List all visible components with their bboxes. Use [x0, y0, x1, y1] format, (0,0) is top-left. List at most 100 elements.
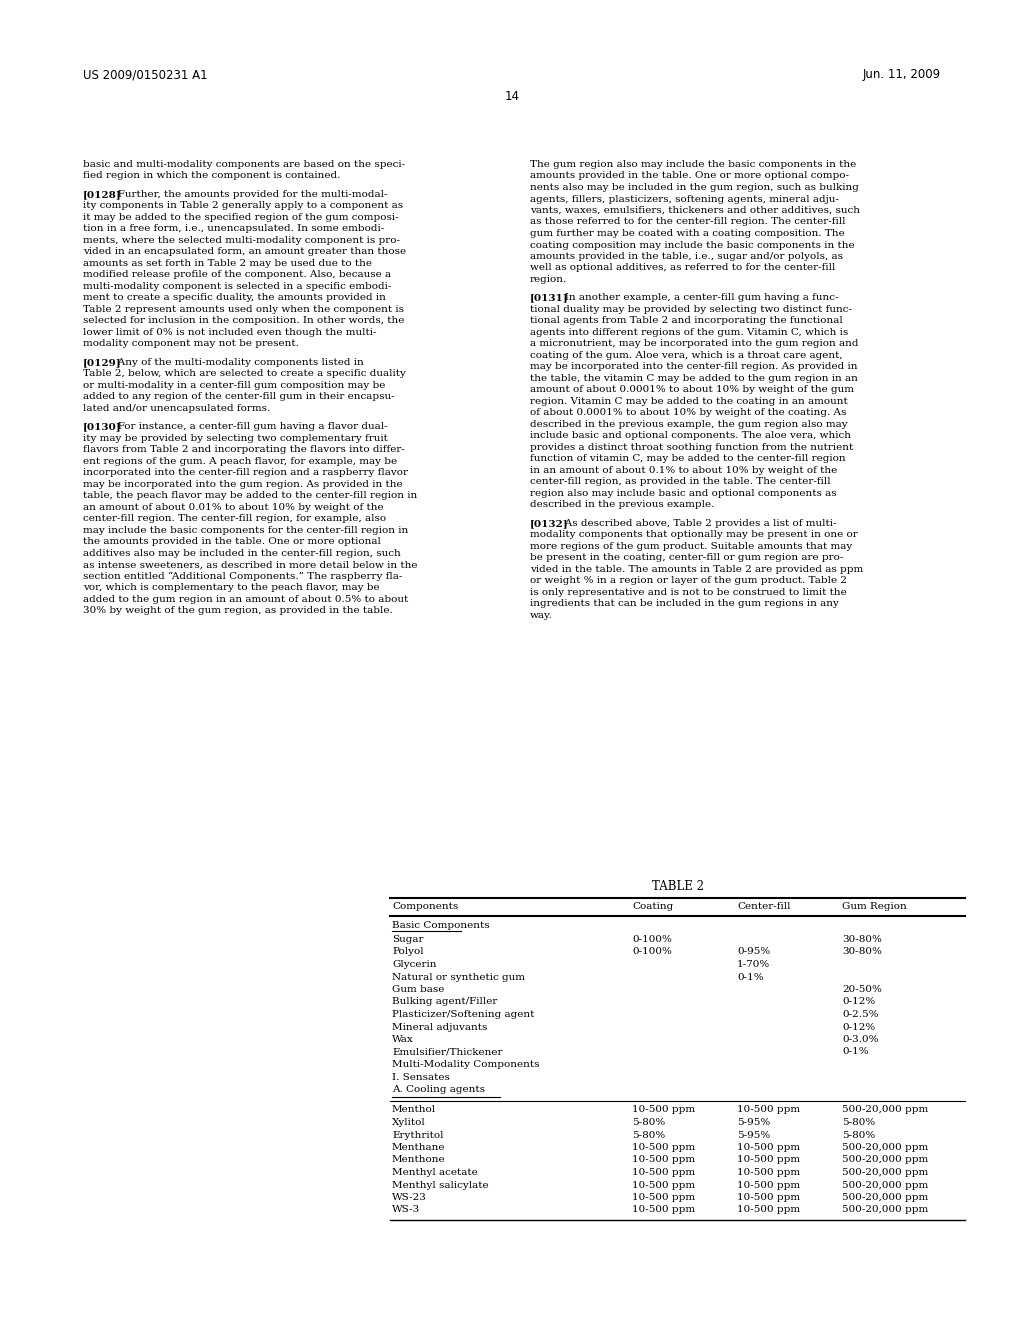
Text: modality component may not be present.: modality component may not be present. [83, 339, 299, 348]
Text: ments, where the selected multi-modality component is pro-: ments, where the selected multi-modality… [83, 236, 400, 246]
Text: WS-23: WS-23 [392, 1193, 427, 1203]
Text: Plasticizer/Softening agent: Plasticizer/Softening agent [392, 1010, 535, 1019]
Text: lower limit of 0% is not included even though the multi-: lower limit of 0% is not included even t… [83, 327, 377, 337]
Text: include basic and optional components. The aloe vera, which: include basic and optional components. T… [530, 432, 851, 441]
Text: region. Vitamin C may be added to the coating in an amount: region. Vitamin C may be added to the co… [530, 397, 848, 407]
Text: vants, waxes, emulsifiers, thickeners and other additives, such: vants, waxes, emulsifiers, thickeners an… [530, 206, 860, 215]
Text: 0-100%: 0-100% [632, 935, 672, 944]
Text: Wax: Wax [392, 1035, 414, 1044]
Text: an amount of about 0.01% to about 10% by weight of the: an amount of about 0.01% to about 10% by… [83, 503, 384, 512]
Text: 0-12%: 0-12% [842, 998, 876, 1006]
Text: or weight % in a region or layer of the gum product. Table 2: or weight % in a region or layer of the … [530, 577, 847, 585]
Text: 5-95%: 5-95% [737, 1130, 770, 1139]
Text: Mineral adjuvants: Mineral adjuvants [392, 1023, 487, 1031]
Text: 500-20,000 ppm: 500-20,000 ppm [842, 1143, 928, 1152]
Text: TABLE 2: TABLE 2 [651, 880, 703, 894]
Text: ity components in Table 2 generally apply to a component as: ity components in Table 2 generally appl… [83, 202, 403, 210]
Text: Any of the multi-modality components listed in: Any of the multi-modality components lis… [109, 358, 364, 367]
Text: For instance, a center-fill gum having a flavor dual-: For instance, a center-fill gum having a… [109, 422, 388, 432]
Text: provides a distinct throat soothing function from the nutrient: provides a distinct throat soothing func… [530, 444, 853, 451]
Text: incorporated into the center-fill region and a raspberry flavor: incorporated into the center-fill region… [83, 469, 408, 478]
Text: added to the gum region in an amount of about 0.5% to about: added to the gum region in an amount of … [83, 595, 409, 603]
Text: Table 2 represent amounts used only when the component is: Table 2 represent amounts used only when… [83, 305, 404, 314]
Text: is only representative and is not to be construed to limit the: is only representative and is not to be … [530, 587, 847, 597]
Text: 0-1%: 0-1% [737, 973, 764, 982]
Text: it may be added to the specified region of the gum composi-: it may be added to the specified region … [83, 213, 398, 222]
Text: 14: 14 [505, 90, 519, 103]
Text: [0128]: [0128] [83, 190, 122, 199]
Text: amounts as set forth in Table 2 may be used due to the: amounts as set forth in Table 2 may be u… [83, 259, 372, 268]
Text: Natural or synthetic gum: Natural or synthetic gum [392, 973, 525, 982]
Text: selected for inclusion in the composition. In other words, the: selected for inclusion in the compositio… [83, 317, 404, 326]
Text: multi-modality component is selected in a specific embodi-: multi-modality component is selected in … [83, 282, 391, 290]
Text: In another example, a center-fill gum having a func-: In another example, a center-fill gum ha… [555, 293, 839, 302]
Text: 10-500 ppm: 10-500 ppm [737, 1205, 800, 1214]
Text: Jun. 11, 2009: Jun. 11, 2009 [863, 69, 941, 81]
Text: 500-20,000 ppm: 500-20,000 ppm [842, 1205, 928, 1214]
Text: Gum base: Gum base [392, 985, 444, 994]
Text: 500-20,000 ppm: 500-20,000 ppm [842, 1180, 928, 1189]
Text: 20-50%: 20-50% [842, 985, 882, 994]
Text: Menthane: Menthane [392, 1143, 445, 1152]
Text: I. Sensates: I. Sensates [392, 1072, 450, 1081]
Text: way.: way. [530, 611, 553, 620]
Text: WS-3: WS-3 [392, 1205, 420, 1214]
Text: modified release profile of the component. Also, because a: modified release profile of the componen… [83, 271, 391, 280]
Text: as those referred to for the center-fill region. The center-fill: as those referred to for the center-fill… [530, 218, 846, 227]
Text: Multi-Modality Components: Multi-Modality Components [392, 1060, 540, 1069]
Text: Emulsifier/Thickener: Emulsifier/Thickener [392, 1048, 503, 1056]
Text: region also may include basic and optional components as: region also may include basic and option… [530, 488, 837, 498]
Text: be present in the coating, center-fill or gum region are pro-: be present in the coating, center-fill o… [530, 553, 844, 562]
Text: 500-20,000 ppm: 500-20,000 ppm [842, 1168, 928, 1177]
Text: Basic Components: Basic Components [392, 921, 489, 931]
Text: fied region in which the component is contained.: fied region in which the component is co… [83, 172, 340, 181]
Text: As described above, Table 2 provides a list of multi-: As described above, Table 2 provides a l… [555, 519, 837, 528]
Text: well as optional additives, as referred to for the center-fill: well as optional additives, as referred … [530, 264, 836, 272]
Text: Bulking agent/Filler: Bulking agent/Filler [392, 998, 498, 1006]
Text: 10-500 ppm: 10-500 ppm [632, 1168, 695, 1177]
Text: 10-500 ppm: 10-500 ppm [632, 1205, 695, 1214]
Text: gum further may be coated with a coating composition. The: gum further may be coated with a coating… [530, 228, 845, 238]
Text: tional duality may be provided by selecting two distinct func-: tional duality may be provided by select… [530, 305, 852, 314]
Text: 500-20,000 ppm: 500-20,000 ppm [842, 1193, 928, 1203]
Text: 10-500 ppm: 10-500 ppm [632, 1106, 695, 1114]
Text: 10-500 ppm: 10-500 ppm [632, 1193, 695, 1203]
Text: tional agents from Table 2 and incorporating the functional: tional agents from Table 2 and incorpora… [530, 317, 843, 326]
Text: 5-95%: 5-95% [737, 1118, 770, 1127]
Text: [0131]: [0131] [530, 293, 568, 302]
Text: Further, the amounts provided for the multi-modal-: Further, the amounts provided for the mu… [109, 190, 388, 199]
Text: Glycerin: Glycerin [392, 960, 436, 969]
Text: basic and multi-modality components are based on the speci-: basic and multi-modality components are … [83, 160, 406, 169]
Text: 0-95%: 0-95% [737, 948, 770, 957]
Text: additives also may be included in the center-fill region, such: additives also may be included in the ce… [83, 549, 400, 557]
Text: table, the peach flavor may be added to the center-fill region in: table, the peach flavor may be added to … [83, 491, 417, 500]
Text: 5-80%: 5-80% [632, 1118, 666, 1127]
Text: 500-20,000 ppm: 500-20,000 ppm [842, 1106, 928, 1114]
Text: agents, fillers, plasticizers, softening agents, mineral adju-: agents, fillers, plasticizers, softening… [530, 194, 839, 203]
Text: [0130]: [0130] [83, 422, 122, 432]
Text: [0129]: [0129] [83, 358, 122, 367]
Text: [0132]: [0132] [530, 519, 568, 528]
Text: amounts provided in the table, i.e., sugar and/or polyols, as: amounts provided in the table, i.e., sug… [530, 252, 843, 261]
Text: vor, which is complementary to the peach flavor, may be: vor, which is complementary to the peach… [83, 583, 380, 593]
Text: lated and/or unencapsulated forms.: lated and/or unencapsulated forms. [83, 404, 270, 413]
Text: ity may be provided by selecting two complementary fruit: ity may be provided by selecting two com… [83, 434, 388, 442]
Text: Menthyl salicylate: Menthyl salicylate [392, 1180, 488, 1189]
Text: 10-500 ppm: 10-500 ppm [737, 1106, 800, 1114]
Text: 10-500 ppm: 10-500 ppm [737, 1180, 800, 1189]
Text: as intense sweeteners, as described in more detail below in the: as intense sweeteners, as described in m… [83, 560, 418, 569]
Text: may be incorporated into the gum region. As provided in the: may be incorporated into the gum region.… [83, 479, 402, 488]
Text: The gum region also may include the basic components in the: The gum region also may include the basi… [530, 160, 856, 169]
Text: described in the previous example, the gum region also may: described in the previous example, the g… [530, 420, 848, 429]
Text: 0-3.0%: 0-3.0% [842, 1035, 879, 1044]
Text: of about 0.0001% to about 10% by weight of the coating. As: of about 0.0001% to about 10% by weight … [530, 408, 847, 417]
Text: 0-100%: 0-100% [632, 948, 672, 957]
Text: ent regions of the gum. A peach flavor, for example, may be: ent regions of the gum. A peach flavor, … [83, 457, 397, 466]
Text: vided in the table. The amounts in Table 2 are provided as ppm: vided in the table. The amounts in Table… [530, 565, 863, 574]
Text: Table 2, below, which are selected to create a specific duality: Table 2, below, which are selected to cr… [83, 370, 406, 379]
Text: US 2009/0150231 A1: US 2009/0150231 A1 [83, 69, 208, 81]
Text: amount of about 0.0001% to about 10% by weight of the gum: amount of about 0.0001% to about 10% by … [530, 385, 854, 395]
Text: 5-80%: 5-80% [632, 1130, 666, 1139]
Text: 30-80%: 30-80% [842, 948, 882, 957]
Text: Gum Region: Gum Region [842, 902, 906, 911]
